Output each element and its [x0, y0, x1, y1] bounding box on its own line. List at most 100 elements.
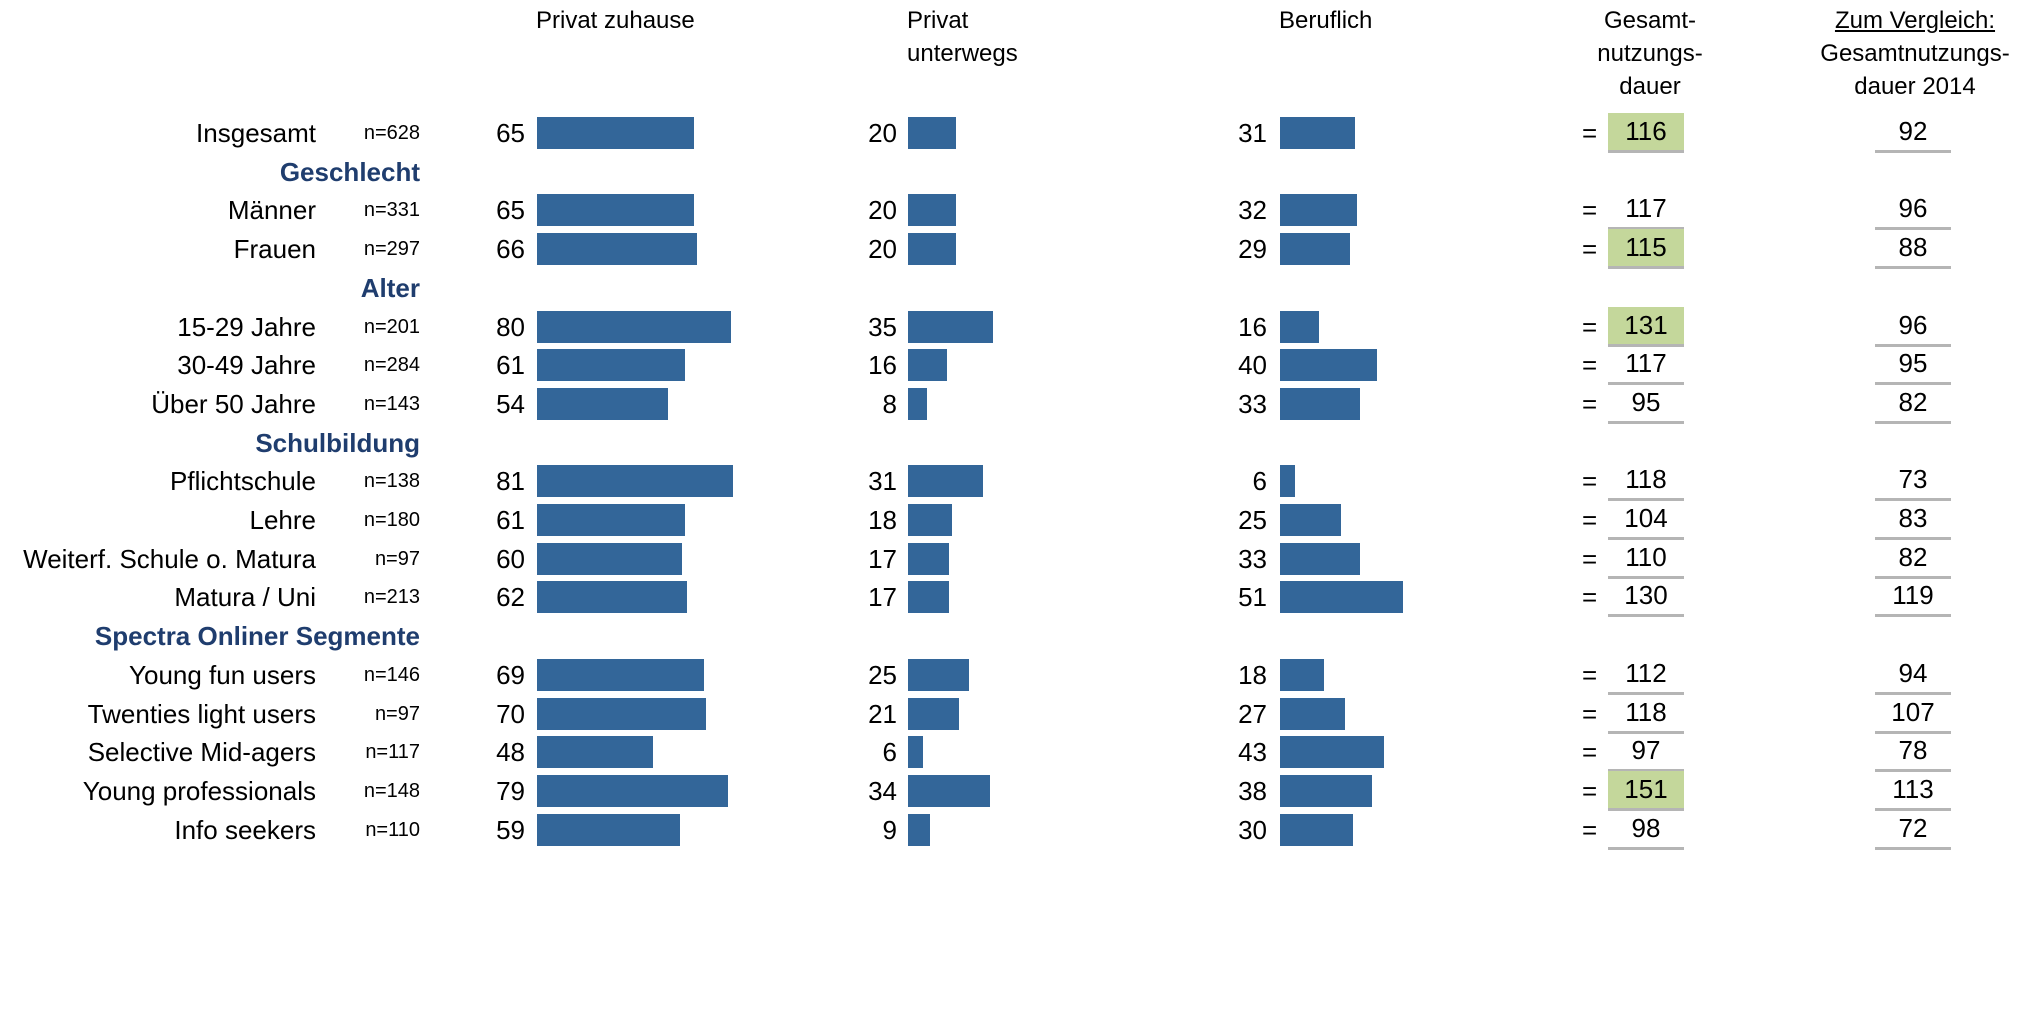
- data-label-unterwegs: 35: [868, 311, 897, 342]
- data-label-zuhause: 54: [496, 388, 525, 419]
- data-label-zuhause: 69: [496, 659, 525, 690]
- data-label-unterwegs: 20: [868, 195, 897, 226]
- data-label-unterwegs: 8: [882, 388, 897, 419]
- total-value: 117: [1608, 190, 1684, 231]
- total-value: 104: [1608, 500, 1684, 540]
- bar-beruflich: [1280, 813, 1353, 846]
- comparison-2014-value: 72: [1875, 810, 1951, 850]
- header-gesamt-line2: nutzungs-: [1597, 40, 1703, 67]
- bar-zuhause: [537, 736, 654, 769]
- equals-sign: =: [1582, 582, 1598, 613]
- header-vergleich-line1: Zum Vergleich:: [1834, 7, 1996, 34]
- data-label-beruflich: 43: [1238, 737, 1267, 768]
- total-value: 97: [1608, 732, 1684, 773]
- sample-size: n=110: [365, 818, 420, 841]
- row-label: Lehre: [249, 505, 317, 535]
- equals-sign: =: [1582, 466, 1598, 497]
- equals-sign: =: [1582, 311, 1598, 342]
- data-label-beruflich: 16: [1238, 311, 1267, 342]
- bar-zuhause: [537, 387, 668, 420]
- data-label-unterwegs: 20: [868, 118, 897, 148]
- data-label-beruflich: 29: [1238, 234, 1267, 265]
- bar-zuhause: [537, 465, 734, 498]
- data-label-beruflich: 33: [1238, 388, 1267, 419]
- row-label: Männer: [227, 195, 316, 226]
- data-label-unterwegs: 6: [882, 737, 897, 768]
- data-label-zuhause: 80: [496, 311, 525, 342]
- bar-beruflich: [1280, 697, 1346, 730]
- bar-zuhause: [537, 194, 695, 227]
- data-label-beruflich: 18: [1238, 659, 1267, 690]
- data-label-zuhause: 65: [496, 118, 525, 148]
- header-gesamtnutzungsdauer: Gesamt- nutzungs- dauer: [1570, 4, 1730, 103]
- group-heading: Alter: [360, 272, 420, 303]
- total-value: 115: [1608, 229, 1684, 270]
- bar-beruflich: [1280, 194, 1358, 227]
- bar-beruflich: [1280, 658, 1324, 691]
- sample-size: n=97: [374, 702, 420, 725]
- bar-zuhause: [537, 349, 685, 382]
- sample-size: n=331: [363, 199, 420, 222]
- data-label-beruflich: 32: [1238, 195, 1267, 226]
- sample-size: n=628: [363, 122, 420, 144]
- data-label-beruflich: 38: [1238, 775, 1267, 806]
- equals-sign: =: [1582, 659, 1598, 690]
- row-label: Young fun users: [129, 659, 316, 690]
- sample-size: n=180: [363, 509, 420, 531]
- bar-unterwegs: [908, 774, 991, 807]
- data-label-unterwegs: 20: [868, 234, 897, 265]
- data-label-zuhause: 62: [496, 582, 525, 613]
- bar-zuhause: [537, 310, 731, 343]
- comparison-2014-value: 96: [1875, 190, 1951, 231]
- data-label-unterwegs: 17: [868, 543, 897, 574]
- bar-unterwegs: [908, 465, 984, 498]
- total-value: 118: [1608, 694, 1684, 734]
- equals-sign: =: [1582, 814, 1598, 845]
- row-label: Frauen: [233, 234, 316, 265]
- total-value: 131: [1608, 306, 1684, 347]
- comparison-2014-value: 82: [1875, 539, 1951, 579]
- equals-sign: =: [1582, 737, 1598, 768]
- bar-unterwegs: [908, 349, 947, 382]
- bar-beruflich: [1280, 736, 1385, 769]
- data-label-beruflich: 40: [1238, 350, 1267, 381]
- bar-unterwegs: [908, 387, 928, 420]
- data-label-beruflich: 6: [1252, 466, 1267, 497]
- bar-unterwegs: [908, 233, 957, 266]
- equals-sign: =: [1582, 698, 1598, 729]
- data-label-unterwegs: 17: [868, 582, 897, 613]
- comparison-2014-value: 95: [1875, 345, 1951, 386]
- sample-size: n=284: [363, 354, 420, 377]
- header-beruflich: Beruflich: [1279, 4, 1372, 37]
- bar-beruflich: [1280, 774, 1372, 807]
- data-label-zuhause: 79: [496, 775, 525, 806]
- sample-size: n=97: [374, 547, 420, 570]
- data-label-unterwegs: 21: [868, 698, 897, 729]
- bar-zuhause: [537, 813, 680, 846]
- bar-zuhause: [537, 774, 729, 807]
- bar-unterwegs: [908, 117, 957, 149]
- comparison-2014-value: 96: [1875, 307, 1951, 347]
- data-label-zuhause: 65: [496, 195, 525, 226]
- total-value: 118: [1608, 461, 1684, 502]
- bar-unterwegs: [908, 542, 950, 575]
- equals-sign: =: [1582, 350, 1598, 381]
- data-label-zuhause: 70: [496, 698, 525, 729]
- data-label-beruflich: 25: [1238, 505, 1267, 535]
- group-heading: Geschlecht: [279, 156, 420, 187]
- bar-beruflich: [1280, 310, 1319, 343]
- data-label-beruflich: 51: [1238, 582, 1267, 613]
- equals-sign: =: [1582, 388, 1598, 419]
- sample-size: n=117: [365, 741, 420, 764]
- data-label-unterwegs: 16: [868, 350, 897, 381]
- comparison-2014-value: 73: [1875, 461, 1951, 502]
- sample-size: n=297: [363, 238, 420, 261]
- group-heading: Spectra Onliner Segmente: [94, 621, 420, 652]
- row-label: Info seekers: [174, 814, 316, 845]
- header-vergleich-2014: Zum Vergleich: Gesamtnutzungs- dauer 201…: [1755, 4, 2033, 103]
- data-label-beruflich: 27: [1238, 698, 1267, 729]
- bar-zuhause: [537, 697, 707, 730]
- bar-unterwegs: [908, 736, 923, 769]
- total-value: 110: [1608, 539, 1684, 579]
- row-label: Selective Mid-agers: [87, 737, 316, 768]
